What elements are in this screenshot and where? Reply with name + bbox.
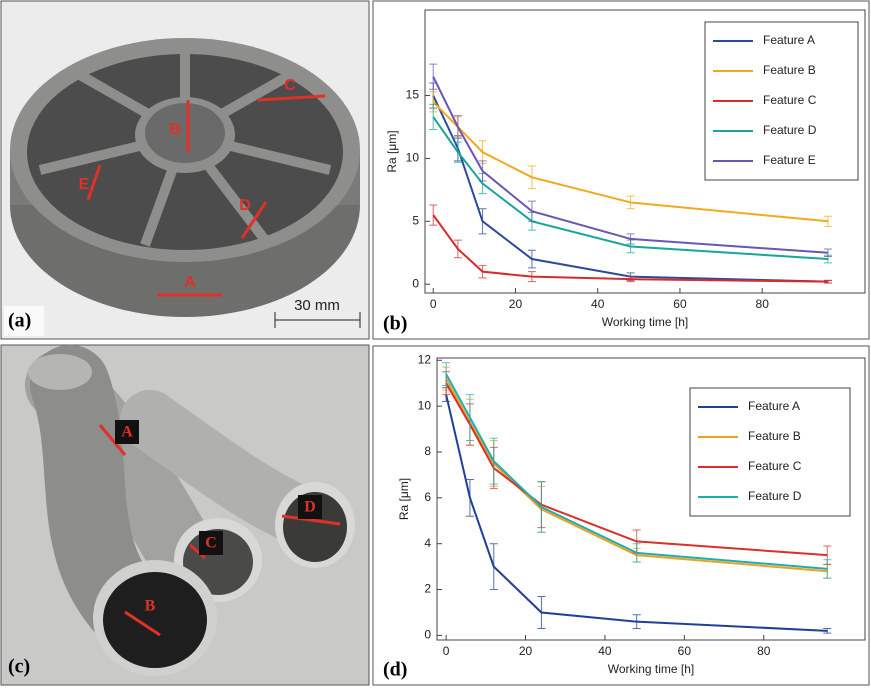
error-bar [429, 103, 438, 130]
label-box [4, 306, 44, 336]
feature-label: A [184, 274, 196, 291]
photo-a: A B C D E 30 mm (a) [0, 0, 370, 340]
x-tick-label: 0 [430, 297, 437, 311]
x-tick-label: 80 [757, 644, 771, 658]
photo-c: A B C D (c) [0, 344, 370, 686]
legend-label: Feature A [748, 399, 800, 413]
y-tick-label: 12 [418, 352, 432, 366]
y-tick-label: 6 [424, 490, 431, 504]
legend-label: Feature B [763, 63, 816, 77]
opening-inner [103, 572, 207, 668]
x-tick-label: 0 [443, 644, 450, 658]
legend-label: Feature C [763, 93, 817, 107]
feature-label: C [205, 535, 217, 552]
legend [689, 387, 851, 517]
feature-label: A [121, 424, 133, 441]
flange [28, 354, 92, 390]
error-bar [823, 248, 832, 258]
series-line [432, 101, 829, 223]
y-tick-label: 0 [412, 276, 419, 290]
x-tick-label: 20 [519, 644, 533, 658]
error-bar [823, 215, 832, 227]
series-line [432, 116, 829, 261]
panel-label: (c) [8, 656, 30, 678]
series-line [445, 382, 828, 557]
plot-area [436, 357, 866, 641]
x-tick-label: 60 [678, 644, 692, 658]
scale-label: 30 mm [294, 297, 340, 314]
y-axis-label: Ra [μm] [397, 478, 411, 520]
plot-area [424, 9, 866, 294]
panel-label: (b) [383, 313, 407, 335]
legend-label: Feature D [763, 123, 817, 137]
feature-label: B [169, 121, 181, 138]
y-tick-label: 15 [406, 88, 420, 102]
x-tick-label: 60 [673, 297, 687, 311]
x-tick-label: 20 [509, 297, 523, 311]
legend-label: Feature C [748, 459, 802, 473]
y-axis-label: Ra [μm] [385, 130, 399, 172]
series-line [432, 95, 829, 283]
legend-label: Feature A [763, 33, 815, 47]
x-tick-label: 80 [756, 297, 770, 311]
legend-label: Feature E [763, 153, 816, 167]
panel-label: (d) [383, 659, 407, 681]
panel-label: (a) [8, 310, 31, 332]
error-bar [823, 628, 832, 634]
x-tick-label: 40 [598, 644, 612, 658]
series-line [432, 214, 829, 283]
y-tick-label: 4 [424, 536, 431, 550]
series-line [445, 394, 828, 632]
feature-label: D [304, 499, 316, 516]
hub-inner [145, 103, 225, 163]
label-box [199, 531, 223, 555]
label-box [298, 495, 322, 519]
feature-label: B [145, 598, 156, 615]
label-box [115, 420, 139, 444]
y-tick-label: 5 [412, 213, 419, 227]
feature-markers [86, 94, 326, 297]
scale-bar [274, 312, 361, 328]
x-axis-label: Working time [h] [608, 662, 694, 676]
y-tick-label: 2 [424, 582, 431, 596]
x-tick-label: 40 [591, 297, 605, 311]
error-bar [823, 559, 832, 579]
series-line [445, 373, 828, 570]
feature-label: D [239, 197, 251, 214]
legend-label: Feature B [748, 429, 801, 443]
series-line [432, 76, 829, 254]
error-bar [442, 362, 451, 387]
y-tick-label: 8 [424, 444, 431, 458]
legend-label: Feature D [748, 489, 802, 503]
y-tick-label: 10 [406, 151, 420, 165]
y-tick-label: 0 [424, 628, 431, 642]
feature-label: C [284, 77, 296, 94]
y-tick-label: 10 [418, 398, 432, 412]
error-bar [429, 63, 438, 90]
feature-label: E [79, 176, 90, 193]
x-axis-label: Working time [h] [602, 315, 688, 329]
feature-markers [98, 424, 341, 637]
